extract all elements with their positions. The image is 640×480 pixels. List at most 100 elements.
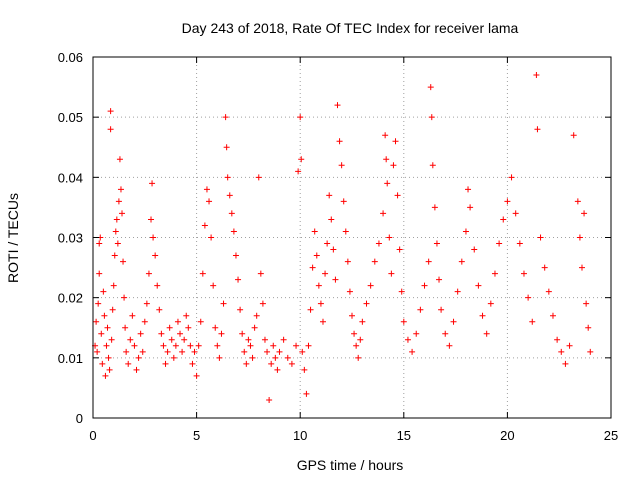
data-point bbox=[338, 162, 345, 169]
data-point bbox=[421, 282, 428, 289]
data-point bbox=[145, 270, 152, 277]
data-point bbox=[324, 240, 331, 247]
data-point bbox=[110, 282, 117, 289]
data-point bbox=[104, 324, 111, 331]
data-point bbox=[576, 234, 583, 241]
data-point bbox=[98, 330, 105, 337]
data-point bbox=[570, 132, 577, 139]
data-point bbox=[237, 306, 244, 313]
data-point bbox=[322, 270, 329, 277]
data-point bbox=[230, 228, 237, 235]
data-point bbox=[280, 336, 287, 343]
data-point bbox=[114, 240, 121, 247]
data-point bbox=[120, 258, 127, 265]
data-point bbox=[319, 318, 326, 325]
data-point bbox=[121, 294, 128, 301]
data-point bbox=[583, 300, 590, 307]
data-point bbox=[429, 162, 436, 169]
data-point bbox=[587, 348, 594, 355]
y-tick-label: 0.04 bbox=[58, 170, 83, 185]
data-point bbox=[235, 276, 242, 283]
data-point bbox=[342, 228, 349, 235]
data-point bbox=[299, 348, 306, 355]
axis-ticks bbox=[92, 56, 612, 419]
data-point bbox=[500, 216, 507, 223]
x-tick-label: 10 bbox=[293, 428, 307, 443]
y-tick-label: 0.05 bbox=[58, 110, 83, 125]
data-point bbox=[398, 288, 405, 295]
data-point bbox=[133, 366, 140, 373]
data-point bbox=[383, 156, 390, 163]
data-point bbox=[257, 270, 264, 277]
data-point bbox=[581, 210, 588, 217]
data-point bbox=[417, 306, 424, 313]
y-tick-label: 0.03 bbox=[58, 231, 83, 246]
data-point bbox=[458, 258, 465, 265]
data-point bbox=[390, 162, 397, 169]
data-point bbox=[425, 258, 432, 265]
data-point bbox=[255, 174, 262, 181]
y-tick-labels: 0 0.01 0.02 0.03 0.04 0.05 0.06 bbox=[58, 50, 83, 426]
data-point bbox=[239, 330, 246, 337]
x-tick-label: 0 bbox=[89, 428, 96, 443]
data-point bbox=[216, 354, 223, 361]
data-point bbox=[574, 198, 581, 205]
data-point bbox=[261, 336, 268, 343]
data-point bbox=[363, 300, 370, 307]
data-point bbox=[301, 366, 308, 373]
data-point bbox=[357, 336, 364, 343]
data-point bbox=[181, 336, 188, 343]
data-point bbox=[93, 318, 100, 325]
data-point bbox=[534, 126, 541, 133]
data-point bbox=[210, 282, 217, 289]
data-point bbox=[272, 354, 279, 361]
data-point bbox=[232, 252, 239, 259]
data-point bbox=[137, 330, 144, 337]
data-point bbox=[179, 348, 186, 355]
data-point bbox=[162, 360, 169, 367]
data-point bbox=[148, 216, 155, 223]
data-point bbox=[183, 312, 190, 319]
grid-lines bbox=[93, 57, 611, 418]
data-point bbox=[537, 234, 544, 241]
data-point bbox=[141, 318, 148, 325]
data-point bbox=[454, 288, 461, 295]
data-point bbox=[433, 240, 440, 247]
data-point bbox=[307, 306, 314, 313]
data-point bbox=[131, 342, 138, 349]
data-point bbox=[293, 342, 300, 349]
data-point bbox=[533, 72, 540, 79]
data-point bbox=[431, 204, 438, 211]
data-point bbox=[336, 138, 343, 145]
data-point bbox=[241, 348, 248, 355]
data-point bbox=[471, 246, 478, 253]
data-point bbox=[103, 342, 110, 349]
data-point bbox=[386, 234, 393, 241]
data-point bbox=[384, 180, 391, 187]
data-point bbox=[212, 324, 219, 331]
data-point bbox=[344, 258, 351, 265]
data-point bbox=[298, 156, 305, 163]
data-point bbox=[193, 372, 200, 379]
data-point bbox=[520, 270, 527, 277]
data-point bbox=[106, 366, 113, 373]
data-point bbox=[388, 270, 395, 277]
data-point bbox=[149, 180, 156, 187]
x-tick-labels: 0 5 10 15 20 25 bbox=[89, 428, 618, 443]
data-point bbox=[156, 306, 163, 313]
data-point bbox=[355, 354, 362, 361]
data-point bbox=[243, 360, 250, 367]
data-point bbox=[259, 300, 266, 307]
data-point bbox=[274, 366, 281, 373]
data-point bbox=[154, 282, 161, 289]
data-point bbox=[315, 282, 322, 289]
data-point bbox=[94, 348, 101, 355]
data-point bbox=[100, 288, 107, 295]
data-point bbox=[382, 132, 389, 139]
data-point bbox=[496, 240, 503, 247]
data-point bbox=[125, 360, 132, 367]
data-point bbox=[295, 168, 302, 175]
x-tick-label: 5 bbox=[193, 428, 200, 443]
data-point bbox=[303, 390, 310, 397]
data-point bbox=[504, 198, 511, 205]
